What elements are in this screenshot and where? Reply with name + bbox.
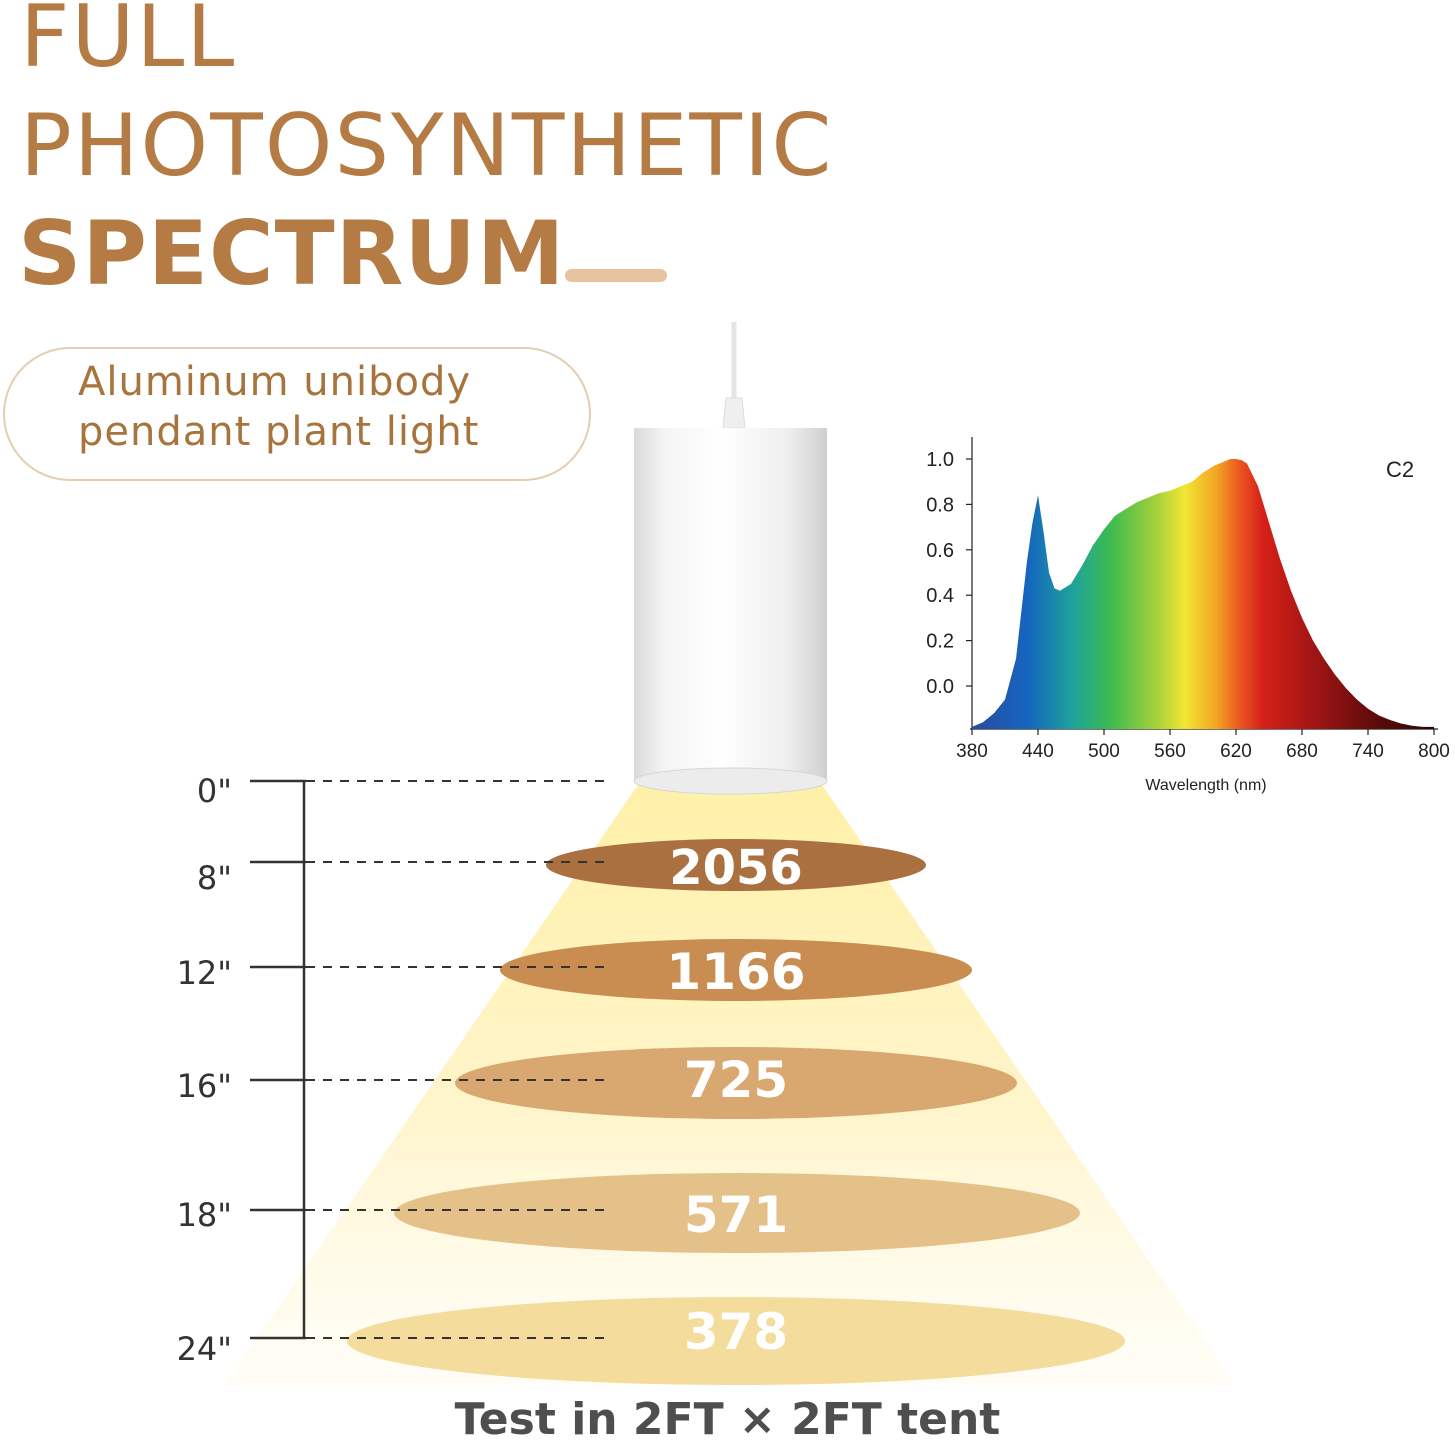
y-tick-label: 0.2 xyxy=(926,631,954,653)
ppfd-value: 2056 xyxy=(669,840,803,896)
y-tick-label: 0.8 xyxy=(926,494,954,516)
ppfd-value: 725 xyxy=(684,1051,788,1109)
height-label: 18" xyxy=(177,1196,232,1234)
spectrum-area xyxy=(972,459,1434,729)
ppfd-ring xyxy=(455,1047,1017,1119)
feature-badge xyxy=(3,347,591,481)
ppfd-ring xyxy=(500,939,972,1001)
y-tick-label: 0.4 xyxy=(926,585,954,607)
x-tick-label: 620 xyxy=(1220,741,1252,762)
ppfd-ring xyxy=(394,1173,1080,1253)
test-condition-caption: Test in 2FT × 2FT tent xyxy=(454,1394,1001,1445)
height-label: 0" xyxy=(197,772,232,810)
title-line-1: FULL xyxy=(20,0,237,87)
x-tick-label: 740 xyxy=(1352,741,1384,762)
feature-badge-line-1: Aluminum unibody xyxy=(78,359,472,405)
feature-badge-line-2: pendant plant light xyxy=(78,409,480,455)
height-label: 24" xyxy=(177,1330,232,1368)
x-tick-label: 560 xyxy=(1154,741,1186,762)
ppfd-value: 571 xyxy=(684,1186,788,1244)
title-underline-dash xyxy=(565,269,667,282)
ppfd-value: 1166 xyxy=(666,943,805,1001)
x-axis-label: Wavelength (nm) xyxy=(1145,777,1266,794)
ppfd-value: 378 xyxy=(684,1303,788,1361)
x-tick-label: 380 xyxy=(956,741,988,762)
x-tick-label: 500 xyxy=(1088,741,1120,762)
pendant-lamp-icon xyxy=(633,322,828,795)
title-line-3: SPECTRUM xyxy=(18,202,566,305)
x-tick-label: 440 xyxy=(1022,741,1054,762)
spectrum-chart: 0.0 0.2 0.4 0.6 0.8 1.0 380 440 500 560 620 680 740… xyxy=(926,437,1450,794)
x-tick-label: 800 xyxy=(1418,741,1450,762)
x-tick-label: 680 xyxy=(1286,741,1318,762)
title-line-2: PHOTOSYNTHETIC xyxy=(20,96,834,196)
y-tick-label: 0.0 xyxy=(926,676,954,698)
height-label: 8" xyxy=(197,859,232,897)
series-label: C2 xyxy=(1386,457,1414,482)
ppfd-ring xyxy=(546,839,926,891)
ppfd-ring xyxy=(347,1297,1125,1385)
y-tick-label: 0.6 xyxy=(926,540,954,562)
height-label: 12" xyxy=(177,954,232,992)
y-tick-label: 1.0 xyxy=(926,449,954,471)
height-label: 16" xyxy=(177,1067,232,1105)
